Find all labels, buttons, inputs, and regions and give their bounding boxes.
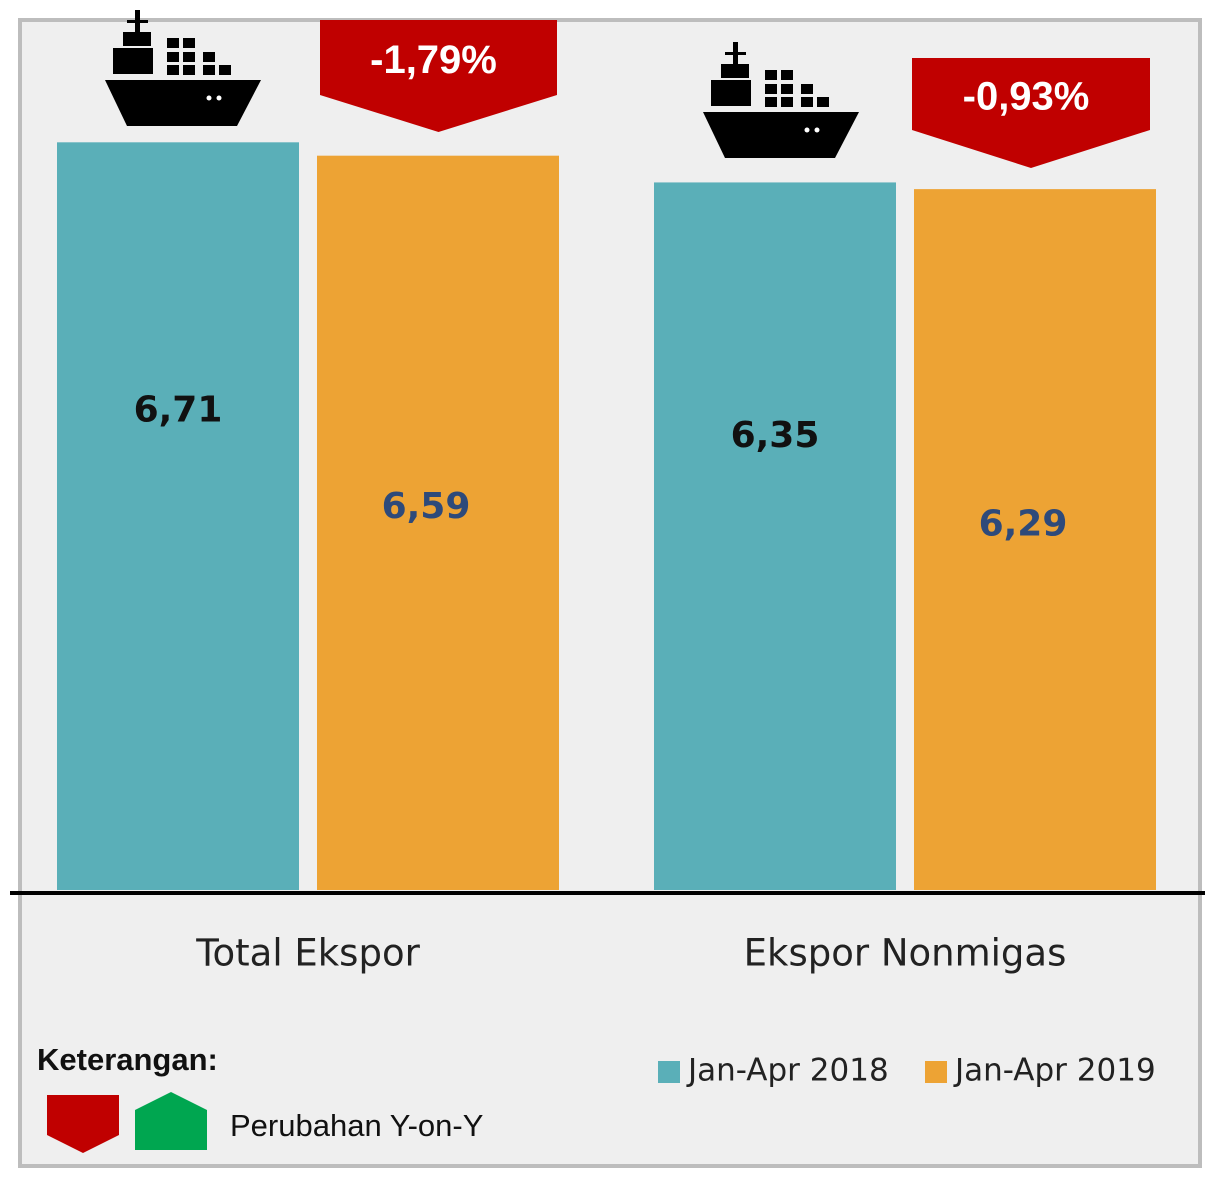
value-label: 6,71 (134, 389, 223, 430)
bar (57, 142, 299, 891)
legend-note-text: Perubahan Y-on-Y (230, 1108, 483, 1143)
category-label: Total Ekspor (195, 932, 420, 975)
change-arrow (320, 20, 557, 132)
bar (914, 189, 1156, 891)
legend-down-symbol (47, 1095, 119, 1153)
change-label: -1,79% (370, 38, 497, 82)
legend-label: Jan-Apr 2018 (686, 1053, 889, 1089)
legend-note-title: Keterangan: (37, 1042, 218, 1077)
value-label: 6,35 (731, 415, 820, 456)
change-arrow (912, 58, 1150, 168)
legend-up-symbol (135, 1092, 207, 1150)
value-label: 6,29 (979, 504, 1068, 545)
bar (654, 182, 896, 890)
legend-label: Jan-Apr 2019 (953, 1053, 1156, 1089)
legend-swatch (658, 1061, 680, 1083)
bar (317, 155, 559, 890)
change-label: -0,93% (963, 75, 1090, 119)
value-label: 6,59 (382, 486, 471, 527)
legend-swatch (925, 1061, 947, 1083)
category-label: Ekspor Nonmigas (744, 932, 1067, 975)
